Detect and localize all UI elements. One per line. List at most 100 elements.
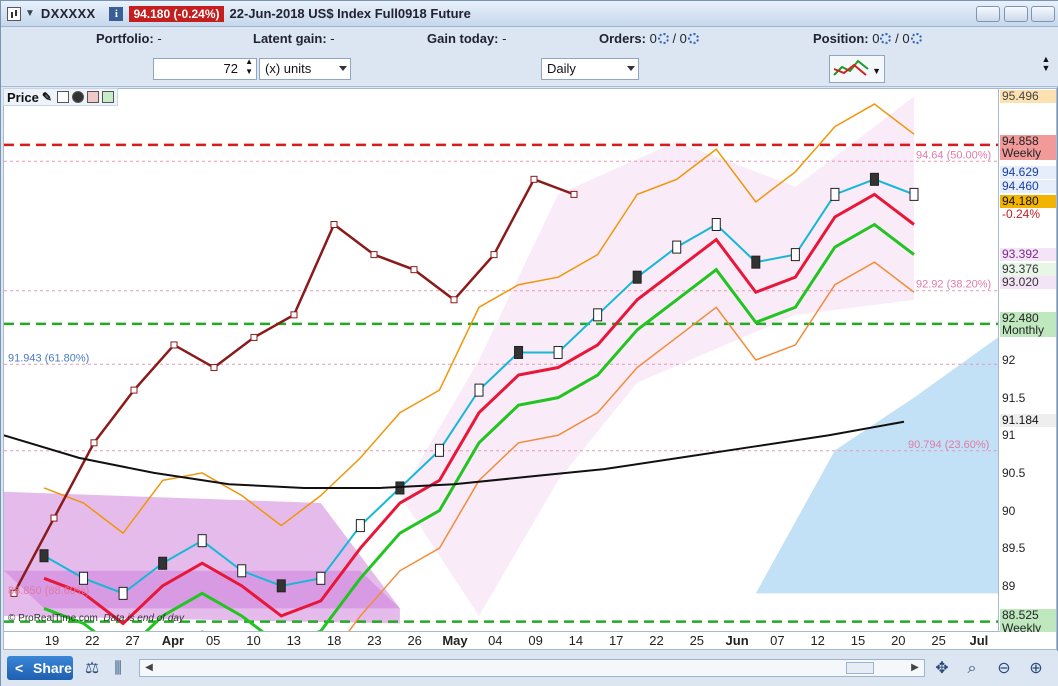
orders-total-gear-icon[interactable] — [687, 33, 699, 44]
chevron-down-icon: ▼ — [872, 66, 881, 76]
candle — [39, 549, 49, 563]
candle — [909, 187, 919, 201]
candle — [237, 564, 247, 578]
zoom-fit-icon[interactable]: ⌕ — [967, 660, 977, 677]
price-chart[interactable]: 94.64 (50.00%) 92.92 (38.20%) 91.943 (61.8… — [3, 88, 999, 632]
scroll-right-icon[interactable]: ▶ — [911, 662, 919, 673]
candle — [79, 571, 89, 585]
date-tick-label: 22 — [85, 633, 100, 648]
price-level-label: 93.392 — [1000, 248, 1056, 262]
zoom-in-icon[interactable]: ⊕ — [1029, 660, 1043, 677]
window-menu-button[interactable] — [976, 6, 1000, 22]
candle — [316, 571, 326, 585]
symbol-name[interactable]: DXXXXX — [40, 6, 96, 21]
portfolio-info: Portfolio: - — [96, 31, 162, 46]
gain-today-info: Gain today: - — [427, 31, 506, 46]
position-gear-icon[interactable] — [880, 33, 892, 44]
portfolio-value: - — [157, 31, 162, 46]
close-icon[interactable] — [71, 91, 84, 103]
orders-gear-icon[interactable] — [657, 33, 669, 44]
weekly-low-label: 88.525 — [1000, 608, 1056, 622]
price-axis[interactable]: 92 91.5 91 90.5 90 89.5 89 95.496 94.858 Weekly 94… — [999, 88, 1057, 636]
gain-today-label: Gain today: — [427, 31, 499, 46]
candle — [514, 345, 524, 359]
timeframe-select[interactable]: Daily — [541, 58, 639, 80]
orders-info: Orders: 0 / 0 — [599, 31, 699, 46]
ichimoku-cloud — [518, 337, 998, 594]
fibonacci-label: 92.92 (38.20%) — [916, 279, 991, 291]
price-chart-svg: 94.64 (50.00%) 92.92 (38.20%) 91.943 (61.8… — [4, 96, 998, 631]
date-tick-label: 26 — [407, 633, 422, 648]
date-tick-label: 05 — [205, 633, 221, 648]
date-tick-label: 27 — [125, 633, 140, 648]
price-tick-label: 92 — [1002, 353, 1016, 367]
zoom-out-icon[interactable]: ⊖ — [997, 660, 1011, 677]
cursor-icon[interactable]: ✥ — [935, 660, 949, 677]
credit-text: © ProRealTime.com Data is end of day — [8, 613, 184, 624]
date-axis[interactable]: 19 22 27 Apr 05 10 13 18 23 26 May 04 09 14 17 22 25 Jun 0… — [3, 632, 1057, 650]
close-price-point — [370, 251, 378, 259]
credit-label: © ProRealTime.com — [8, 613, 98, 624]
units-value: (x) units — [265, 61, 312, 76]
duplicate-icon[interactable] — [56, 91, 69, 103]
share-button[interactable]: Share — [7, 656, 73, 680]
scroll-thumb[interactable] — [846, 662, 874, 674]
window-menu-chevron-icon[interactable]: ▼ — [25, 8, 35, 19]
time-scrollbar[interactable]: ◀ ▶ — [139, 659, 925, 677]
position-total-gear-icon[interactable] — [910, 33, 922, 44]
close-price-point — [10, 589, 18, 597]
candle — [672, 240, 682, 254]
moving-average-value: 94.629 — [1000, 166, 1056, 180]
panel-title: Price — [7, 89, 39, 105]
stepper-arrows-icon[interactable]: ▲ ▼ — [245, 57, 253, 76]
candle — [434, 443, 444, 457]
move-down-icon[interactable] — [86, 91, 99, 103]
close-price-point — [130, 386, 138, 394]
close-price-point — [50, 514, 58, 522]
price-panel-header: Price ✎ — [3, 88, 118, 106]
date-tick-label: 18 — [326, 633, 342, 648]
fibonacci-label: 91.943 (61.80%) — [8, 352, 89, 364]
bollinger-upper — [43, 103, 915, 535]
moving-average-value: 91.184 — [1000, 414, 1056, 428]
purple-cloud — [4, 491, 400, 624]
minimize-button[interactable] — [1004, 6, 1028, 22]
orders-label: Orders: — [599, 31, 646, 46]
date-tick-label: 25 — [689, 633, 705, 648]
chart-style-button[interactable]: ▼ — [829, 55, 885, 83]
moving-average-value: 94.460 — [1000, 179, 1056, 193]
timeframe-value: Daily — [547, 61, 576, 76]
orders-total: / 0 — [672, 31, 687, 46]
toolbar-scroll-arrows[interactable]: ▲ ▼ — [1041, 54, 1051, 73]
chart-style-icon — [833, 59, 869, 76]
price-level-label: 93.376 — [1000, 262, 1056, 276]
wrench-icon[interactable]: ✎ — [41, 90, 52, 104]
date-tick-label: 25 — [931, 633, 946, 648]
move-up-icon[interactable] — [101, 91, 114, 103]
price-tick-label: 89 — [1002, 578, 1016, 593]
date-tick-label: 07 — [770, 633, 785, 648]
info-icon[interactable]: i — [109, 6, 124, 21]
quantity-stepper[interactable]: 72 ▲ ▼ — [153, 57, 257, 80]
last-price-badge: 94.180 (-0.24%) — [129, 5, 224, 22]
date-tick-label: 04 — [488, 633, 503, 648]
units-select[interactable]: (x) units — [259, 58, 351, 80]
close-price-point — [570, 190, 578, 198]
maximize-button[interactable] — [1031, 6, 1055, 22]
date-tick-label: 10 — [246, 633, 261, 648]
price-tick-label: 91 — [1002, 428, 1016, 443]
portfolio-label: Portfolio: — [96, 31, 154, 46]
date-tick-label: 12 — [810, 633, 825, 648]
monthly-level-tag: Monthly — [1000, 324, 1056, 338]
fibonacci-label: 90.794 (23.60%) — [908, 439, 989, 451]
close-price-point — [330, 221, 338, 228]
candle — [158, 556, 168, 570]
last-price-label: 94.180 — [1000, 194, 1056, 208]
chart-window-icon[interactable] — [7, 6, 21, 21]
green-moving-average — [43, 222, 915, 631]
scroll-left-icon[interactable]: ◀ — [145, 662, 153, 673]
scale-icon[interactable]: ⚖ — [84, 660, 100, 677]
candle — [474, 383, 484, 397]
bars-icon[interactable]: ⫼ — [114, 660, 122, 677]
candle — [830, 187, 840, 201]
